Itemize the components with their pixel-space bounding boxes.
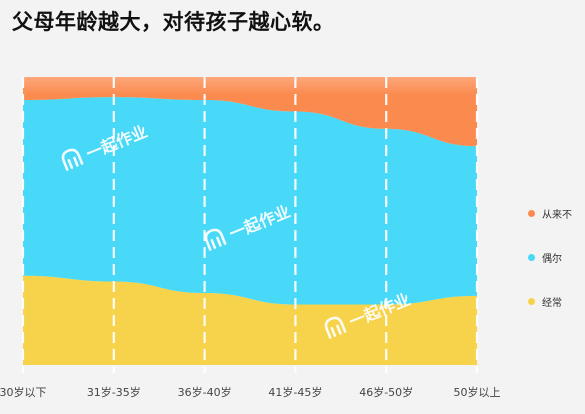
x-tick-label-4: 46岁-50岁 (359, 385, 413, 399)
x-tick-label-2: 36岁-40岁 (178, 385, 232, 399)
x-tick-label-1: 31岁-35岁 (87, 385, 141, 399)
area-series-1 (23, 97, 477, 305)
x-tick-label-5: 50岁以上 (454, 385, 501, 399)
legend-label-often: 经常 (542, 298, 562, 309)
watermark-logo-icon (324, 316, 347, 339)
top-sheen (23, 77, 477, 95)
legend-swatch-sometimes (528, 254, 535, 261)
legend-label-never: 从来不 (542, 210, 572, 221)
x-tick-label-3: 41岁-45岁 (268, 385, 322, 399)
legend-item-sometimes: 偶尔 (528, 250, 562, 265)
chart-title: 父母年龄越大，对待孩子越心软。 (12, 10, 335, 34)
legend-label-sometimes: 偶尔 (542, 254, 562, 265)
legend-item-never: 从来不 (528, 206, 572, 221)
watermark-logo-icon (61, 148, 84, 171)
x-tick-label-0: 30岁以下 (0, 385, 47, 399)
area-layers (23, 77, 477, 365)
watermark-logo-icon (204, 228, 227, 251)
legend-item-often: 经常 (528, 294, 562, 309)
x-axis-ticks: 30岁以下 31岁-35岁 36岁-40岁 41岁-45岁 46岁-50岁 50岁以上 (0, 385, 501, 399)
grid-lines (21, 77, 479, 373)
legend-swatch-often (528, 298, 535, 305)
area-series-0 (23, 275, 477, 365)
legend-swatch-never (528, 210, 535, 217)
